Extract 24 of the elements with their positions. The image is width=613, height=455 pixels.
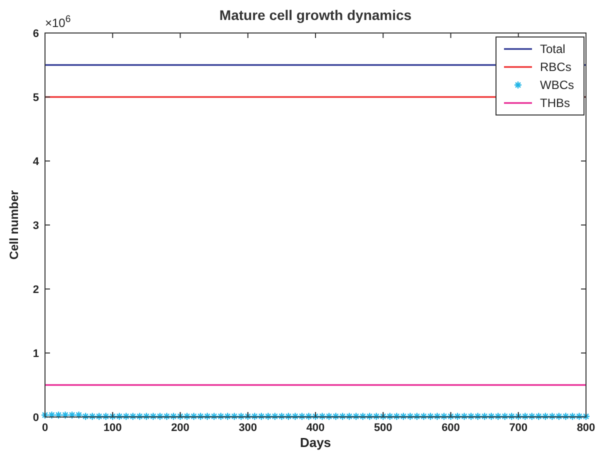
x-tick-label: 400: [306, 422, 325, 434]
x-tick-label: 0: [42, 422, 48, 434]
x-tick-label: 600: [442, 422, 460, 434]
y-tick-label: 0: [32, 412, 39, 424]
y-axis-title: Cell number: [7, 190, 21, 260]
x-tick-label: 200: [171, 422, 190, 434]
y-tick-label: 4: [32, 156, 40, 168]
y-tick-label: 3: [32, 220, 39, 232]
y-tick-label: 6: [32, 28, 39, 40]
legend-label: THBs: [540, 96, 570, 110]
x-tick-label: 700: [509, 422, 528, 434]
legend-label: WBCs: [540, 78, 574, 92]
chart-title: Mature cell growth dynamics: [219, 7, 412, 23]
y-tick-label: 2: [32, 284, 39, 296]
legend-label: RBCs: [540, 60, 572, 74]
y-tick-label: 5: [32, 92, 39, 104]
x-tick-label: 500: [374, 422, 392, 434]
x-tick-label: 300: [238, 422, 258, 434]
legend-label: Total: [540, 42, 566, 56]
text: ×10$^{6}$: [45, 14, 71, 30]
x-tick-label: 100: [103, 422, 122, 434]
x-tick-label: 800: [576, 422, 596, 434]
y-tick-label: 1: [32, 348, 39, 360]
x-axis-title: Days: [300, 435, 332, 450]
